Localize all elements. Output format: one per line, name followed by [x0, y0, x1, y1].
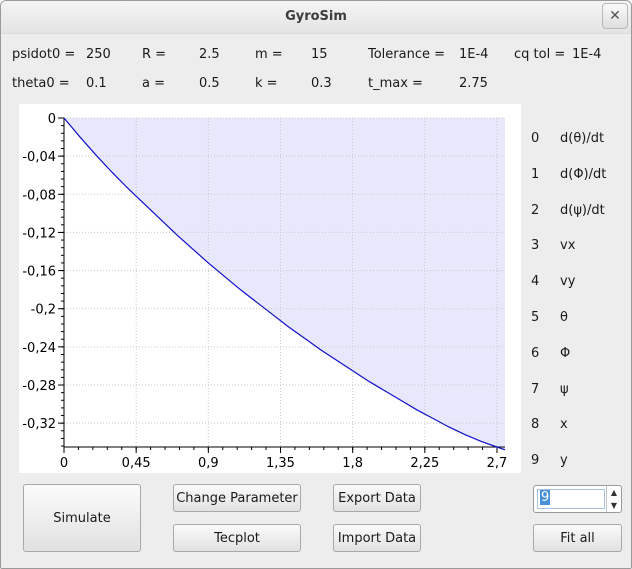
y-tick-label: -0,2: [31, 303, 56, 318]
y-tick-label: -0,04: [22, 150, 56, 165]
change-parameter-button[interactable]: Change Parameter: [173, 484, 301, 512]
legend-index: 9: [531, 453, 540, 469]
tmax-label: t_max =: [368, 76, 423, 91]
r-label: R =: [142, 47, 167, 62]
y-tick-label: -0,28: [22, 379, 56, 394]
import-data-button[interactable]: Import Data: [333, 524, 421, 552]
x-tick-label: 2,25: [410, 456, 439, 471]
x-tick-label: 0: [60, 456, 68, 471]
window-title: GyroSim: [285, 9, 347, 24]
legend-label: d(Φ)/dt: [560, 166, 607, 182]
legend-index: 7: [531, 381, 540, 397]
k-value: 0.3: [311, 76, 332, 91]
theta0-label: theta0 =: [12, 76, 70, 91]
y-tick-label: -0,32: [22, 417, 56, 432]
cqtol-value: 1E-4: [572, 47, 602, 62]
legend-index: 0: [531, 131, 540, 146]
legend-index: 6: [531, 345, 540, 361]
chart-svg[interactable]: 0 0,45 0,9 1,35 1,8 2,25 2,7 0 -0,04 -0,08 -0,12 -0…: [19, 104, 521, 473]
simulate-button[interactable]: Simulate: [23, 484, 141, 552]
y-tick-label: -0,16: [22, 265, 56, 280]
a-label: a =: [142, 76, 165, 91]
theta0-value: 0.1: [86, 76, 107, 91]
legend-label: ψ: [560, 381, 569, 397]
series-spinbox[interactable]: 9 ▲ ▼: [533, 485, 622, 513]
y-tick-label: -0,12: [22, 226, 56, 241]
x-tick-label: 2,7: [487, 456, 508, 471]
legend-index: 2: [531, 202, 540, 218]
spin-down-icon[interactable]: ▼: [610, 501, 618, 510]
plot-area[interactable]: 0 0,45 0,9 1,35 1,8 2,25 2,7 0 -0,04 -0,08 -0,12 -0…: [19, 104, 521, 473]
x-tick-label: 0,9: [198, 456, 219, 471]
spinbox-input[interactable]: 9: [537, 489, 605, 509]
spinbox-buttons: ▲ ▼: [606, 486, 621, 512]
tolerance-value: 1E-4: [459, 47, 489, 62]
x-tick-label: 1,35: [266, 456, 295, 471]
spinbox-value: 9: [540, 490, 551, 505]
tmax-value: 2.75: [459, 76, 488, 91]
psidot0-label: psidot0 =: [12, 47, 76, 62]
legend-label: d(ψ)/dt: [560, 202, 605, 218]
close-button[interactable]: ✕: [602, 3, 628, 29]
x-tick-label: 0,45: [122, 456, 151, 471]
legend-label: θ: [560, 310, 568, 325]
m-label: m =: [255, 47, 283, 62]
export-data-button[interactable]: Export Data: [333, 484, 421, 512]
legend-label: Φ: [560, 345, 571, 361]
y-tick-label: -0,08: [22, 188, 56, 203]
legend-index: 4: [531, 274, 540, 290]
legend-label: vy: [560, 274, 576, 290]
psidot0-value: 250: [86, 47, 111, 62]
legend-label: d(θ)/dt: [560, 131, 605, 146]
cqtol-label: cq tol =: [514, 47, 566, 62]
fit-all-button[interactable]: Fit all: [533, 524, 622, 552]
tecplot-button[interactable]: Tecplot: [173, 524, 301, 552]
legend-index: 1: [531, 166, 540, 182]
spin-up-icon[interactable]: ▲: [610, 488, 618, 497]
area-fill: [64, 118, 505, 450]
legend-index: 3: [531, 238, 540, 254]
legend-index: 8: [531, 417, 540, 433]
r-value: 2.5: [199, 47, 220, 62]
tolerance-label: Tolerance =: [368, 47, 446, 62]
legend-label: x: [560, 417, 568, 433]
m-value: 15: [311, 47, 328, 62]
legend-label: y: [560, 453, 568, 469]
legend-index: 5: [531, 310, 540, 325]
x-tick-label: 1,8: [342, 456, 363, 471]
y-tick-label: -0,24: [22, 341, 56, 356]
a-value: 0.5: [199, 76, 220, 91]
legend-label: vx: [560, 238, 576, 254]
title-bar: GyroSim ✕: [1, 1, 631, 34]
y-tick-label: 0: [48, 112, 56, 127]
close-icon: ✕: [609, 8, 621, 24]
series-line: [63, 117, 506, 451]
k-label: k =: [255, 76, 278, 91]
